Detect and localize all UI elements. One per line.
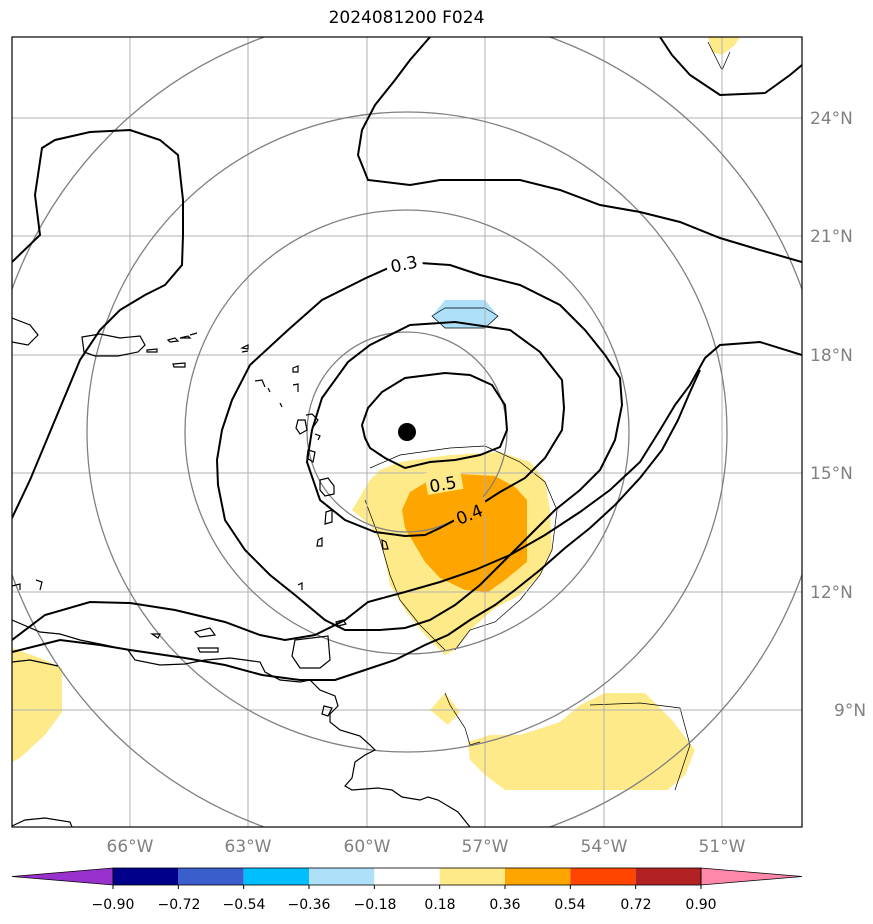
lon-label-63w: 63°W [225, 837, 272, 857]
colorbar-bin [635, 868, 701, 885]
lon-label-60w: 60°W [344, 837, 391, 857]
lon-label-57w: 57°W [462, 837, 509, 857]
cb-tick-label: −0.18 [354, 897, 397, 913]
colorbar-bin [309, 868, 375, 885]
storm-center-marker [398, 423, 416, 441]
strong-anomaly-core [402, 474, 527, 592]
venezuela-coast [12, 619, 471, 827]
coastlines [12, 317, 471, 827]
positive-anomaly-venezuela [12, 648, 62, 762]
puerto-rico-coast [81, 333, 146, 357]
lat-label-12n: 12°N [810, 583, 853, 603]
map-panel: 0.3 0.4 0.5 [12, 37, 802, 827]
cb-tick-label: 0.18 [424, 897, 455, 913]
contour-label-group: 0.3 0.4 0.5 [383, 246, 491, 530]
lon-label-54w: 54°W [581, 837, 628, 857]
colorbar-bin [178, 868, 244, 885]
contour-south-arm [12, 369, 701, 681]
map-frame [11, 36, 803, 828]
colorbar-extend-low [11, 867, 114, 886]
cb-tick-label: −0.90 [92, 897, 135, 913]
lat-label-21n: 21°N [810, 227, 853, 247]
contour-0.3-south [12, 340, 802, 642]
lat-label-24n: 24°N [810, 109, 853, 129]
latitude-labels: 24°N 21°N 18°N 15°N 12°N 9°N [810, 109, 866, 721]
hispaniola-coast [12, 317, 39, 346]
colorbar-tick-labels: −0.90 −0.72 −0.54 −0.36 −0.18 0.18 0.36 … [92, 897, 717, 913]
colorbar-bin [243, 868, 309, 885]
positive-anomaly-northeast [708, 37, 740, 55]
colorbar-outline [112, 867, 702, 886]
shaded-fields [12, 37, 740, 790]
colorbar-bin [505, 868, 571, 885]
longitude-labels: 66°W 63°W 60°W 57°W 54°W 51°W [107, 837, 746, 857]
colorbar-bin [570, 868, 636, 885]
negative-anomaly-patch [432, 300, 498, 328]
colorbar [11, 867, 803, 889]
colorbar-extend-high [700, 867, 803, 886]
colorbar-bin [439, 868, 505, 885]
contour-label-0.5: 0.5 [428, 473, 458, 497]
contour-north [356, 37, 802, 263]
colorbar-bin [113, 868, 179, 885]
colorbar-bin [374, 868, 440, 885]
cb-tick-label: −0.72 [158, 897, 201, 913]
lat-label-18n: 18°N [810, 346, 853, 366]
cb-tick-label: 0.72 [620, 897, 651, 913]
contour-0.5 [305, 320, 566, 538]
positive-anomaly-south [430, 693, 460, 725]
contour-inner [360, 371, 509, 470]
cb-tick-label: −0.54 [223, 897, 266, 913]
gridlines [12, 37, 802, 827]
lon-label-66w: 66°W [107, 837, 154, 857]
cb-tick-label: 0.36 [489, 897, 520, 913]
cb-tick-label: 0.90 [685, 897, 716, 913]
lat-label-9n: 9°N [834, 701, 866, 721]
lon-label-51w: 51°W [699, 837, 746, 857]
cb-tick-label: −0.36 [288, 897, 331, 913]
lat-label-15n: 15°N [810, 464, 853, 484]
cb-tick-label: 0.54 [554, 897, 585, 913]
map-title: 2024081200 F024 [328, 8, 485, 28]
contour-0.3-outer [12, 128, 184, 519]
positive-anomaly-southeast [468, 693, 695, 790]
contour-northeast [659, 37, 802, 97]
